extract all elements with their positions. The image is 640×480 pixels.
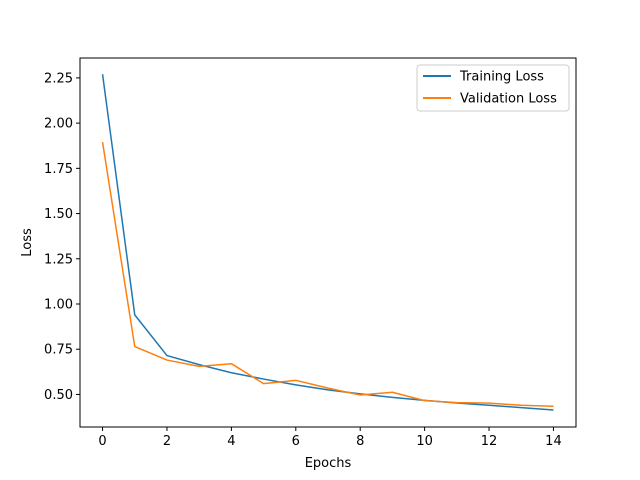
y-tick-label: 1.25 bbox=[44, 252, 73, 267]
legend-box bbox=[416, 64, 570, 112]
y-tick-label: 0.50 bbox=[44, 388, 73, 403]
x-tick-label: 4 bbox=[227, 434, 235, 449]
x-axis-label: Epochs bbox=[305, 456, 352, 471]
y-tick-label: 2.25 bbox=[44, 71, 73, 86]
legend-label-validation-loss: Validation Loss bbox=[460, 92, 557, 107]
y-axis-label: Loss bbox=[20, 228, 35, 257]
x-tick-label: 6 bbox=[292, 434, 300, 449]
x-tick-label: 0 bbox=[98, 434, 106, 449]
y-tick-label: 1.00 bbox=[44, 298, 73, 313]
legend: Training Loss Validation Loss bbox=[416, 64, 570, 112]
y-tick-label: 1.75 bbox=[44, 162, 73, 177]
plot-layer bbox=[101, 74, 554, 411]
plot-frame bbox=[79, 57, 577, 428]
x-tick-label: 2 bbox=[163, 434, 171, 449]
y-tick-label: 1.50 bbox=[44, 207, 73, 222]
ticks-layer: 0 2 4 6 8 10 12 14 0.50 0.75 1.00 1.25 1.50 1.75 2.00 2… bbox=[44, 71, 562, 449]
y-tick-label: 0.75 bbox=[44, 343, 73, 358]
x-tick-label: 8 bbox=[356, 434, 364, 449]
x-tick-label: 12 bbox=[481, 434, 498, 449]
legend-label-training-loss: Training Loss bbox=[459, 70, 544, 85]
x-tick-label: 14 bbox=[545, 434, 562, 449]
x-tick-label: 10 bbox=[416, 434, 433, 449]
y-tick-label: 2.00 bbox=[44, 117, 73, 132]
